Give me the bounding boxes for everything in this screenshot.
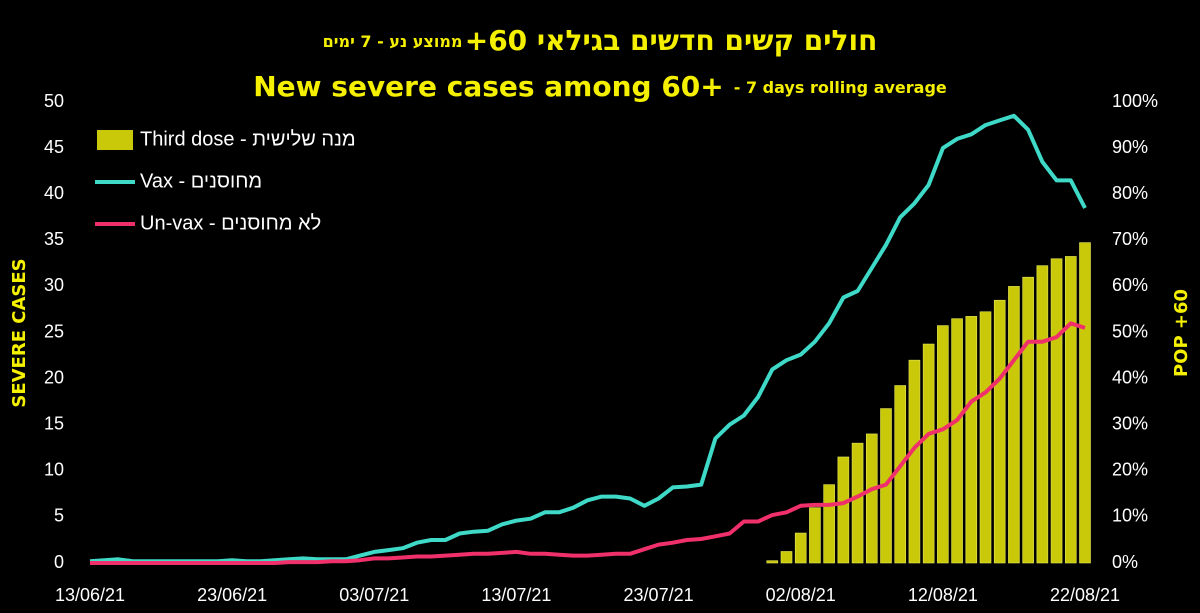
y2-axis-label: POP +60 (1171, 289, 1192, 377)
y2-tick-label: 90% (1112, 137, 1148, 157)
x-tick-label: 23/06/21 (197, 585, 267, 605)
x-tick-label: 12/08/21 (908, 585, 978, 605)
x-tick-label: 13/07/21 (481, 585, 551, 605)
y2-tick-label: 100% (1112, 91, 1158, 111)
bar (979, 311, 992, 564)
x-tick-label: 03/07/21 (339, 585, 409, 605)
bar (1050, 258, 1063, 564)
chart-title-line: חולים קשים חדשים בגילאי 60+- ממוצע נע - … (323, 24, 878, 57)
chart-title-note: - ממוצע נע - 7 ימים (323, 32, 475, 51)
bar (965, 316, 978, 564)
y-tick-label: 10 (44, 460, 64, 480)
line (90, 321, 1086, 565)
bar (1022, 276, 1034, 564)
legend-label: Third dose - מנה שלישית (140, 128, 356, 150)
x-tick-label: 13/06/21 (55, 585, 125, 605)
legend-label: Vax - מחוסנים (140, 170, 262, 192)
bar (766, 560, 779, 564)
y2-tick-label: 20% (1112, 460, 1148, 480)
x-tick-label: 02/08/21 (766, 585, 836, 605)
y2-tick-label: 40% (1112, 367, 1148, 387)
bar (809, 507, 821, 564)
bar (851, 442, 864, 564)
bar (1036, 265, 1049, 564)
y2-tick-label: 10% (1112, 506, 1148, 526)
bar (1008, 286, 1020, 564)
y2-tick-label: 70% (1112, 229, 1148, 249)
bar (922, 343, 935, 564)
x-tick-label: 22/08/21 (1050, 585, 1120, 605)
x-tick-label: 23/07/21 (624, 585, 694, 605)
bar (937, 325, 949, 564)
bar (865, 433, 878, 564)
chart-title: חולים קשים חדשים בגילאי 60+ (465, 24, 878, 57)
y-tick-label: 35 (44, 229, 64, 249)
y2-tick-label: 80% (1112, 183, 1148, 203)
y2-tick-label: 60% (1112, 275, 1148, 295)
legend-label: Un-vax - לא מחוסנים (140, 212, 321, 234)
chart-subtitle-note: - 7 days rolling average (734, 78, 947, 97)
bar (908, 359, 921, 564)
bar (823, 484, 835, 564)
bar (1064, 256, 1077, 564)
chart-subtitle-line: New severe cases among 60+ - 7 days rolli… (253, 70, 947, 103)
y2-tick-label: 50% (1112, 321, 1148, 341)
legend-swatch (97, 130, 133, 150)
bar (780, 551, 793, 564)
y-tick-label: 20 (44, 367, 64, 387)
y-tick-label: 0 (54, 552, 64, 572)
y-tick-label: 15 (44, 413, 64, 433)
bar (951, 318, 963, 564)
y-tick-label: 25 (44, 321, 64, 341)
y-tick-label: 30 (44, 275, 64, 295)
bar (1079, 242, 1091, 564)
chart-subtitle: New severe cases among 60+ (253, 70, 724, 103)
y2-tick-label: 30% (1112, 413, 1148, 433)
bar (993, 299, 1006, 564)
bar (837, 456, 850, 564)
bar (794, 532, 807, 564)
y-tick-label: 50 (44, 91, 64, 111)
y-axis-label: SEVERE CASES (9, 258, 30, 407)
y2-tick-label: 0% (1112, 552, 1138, 572)
y-tick-label: 5 (54, 506, 64, 526)
y-tick-label: 40 (44, 183, 64, 203)
y-tick-label: 45 (44, 137, 64, 157)
